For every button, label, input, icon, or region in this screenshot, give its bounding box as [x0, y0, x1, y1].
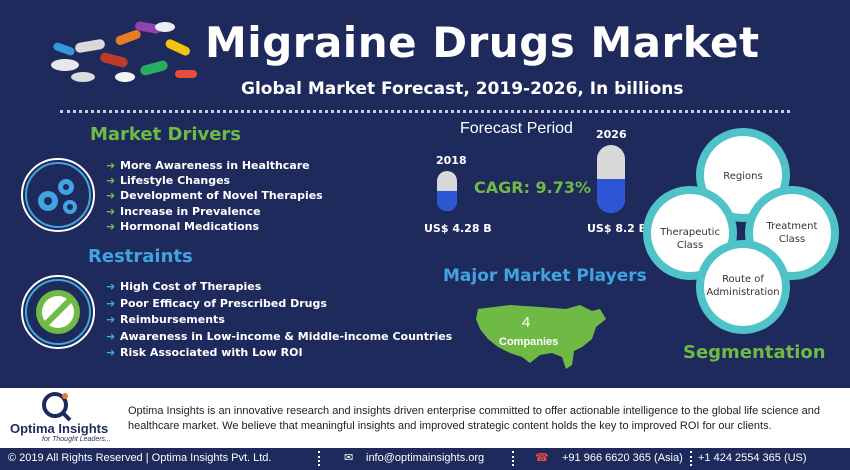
list-item: ➜ Lifestyle Changes	[106, 174, 231, 188]
list-item: ➜ Reimbursements	[106, 312, 452, 329]
drivers-list: ➜ More Awareness in Healthcare ➜ Lifestyle…	[106, 158, 323, 234]
players-heading: Major Market Players	[443, 266, 647, 286]
arrow-icon: ➜	[106, 313, 116, 326]
arrow-icon: ➜	[106, 296, 116, 310]
company-info	[0, 388, 850, 448]
pills-icon	[51, 21, 197, 82]
divider	[512, 451, 518, 466]
email-link[interactable]: info@optimainsights.org	[366, 452, 485, 464]
divider	[690, 451, 696, 466]
arrow-icon: ➜	[106, 204, 116, 218]
start-year: 2018	[436, 154, 467, 167]
arrow-icon: ➜	[106, 346, 116, 359]
page-subtitle: Global Market Forecast, 2019-2026, In bi…	[241, 79, 684, 99]
segment-circle	[696, 240, 790, 334]
gears-icon	[21, 158, 95, 232]
list-item: ➜ Risk Associated with Low ROI	[106, 345, 452, 362]
restraints-heading: Restraints	[88, 246, 193, 267]
logo-icon	[42, 392, 72, 422]
arrow-icon: ➜	[106, 189, 116, 203]
dotted-divider	[60, 110, 790, 113]
email-icon: ✉	[344, 452, 354, 464]
capsule-icon	[597, 145, 625, 213]
arrow-icon: ➜	[106, 159, 116, 172]
company-name: Optima Insights	[10, 421, 109, 436]
arrow-icon: ➜	[106, 174, 116, 188]
restraints-list: ➜ High Cost of Therapies ➜ Poor Efficacy o…	[106, 279, 452, 362]
segment-route: Route of Administration	[706, 274, 780, 298]
capsule-icon	[437, 171, 457, 211]
page-title: Migraine Drugs Market	[205, 18, 760, 67]
forecast-heading: Forecast Period	[460, 120, 573, 137]
phone-icon: ☎	[535, 452, 549, 464]
infographic-main: Migraine Drugs Market Global Market Fore…	[21, 18, 839, 369]
segment-treatment-class: Treatment Class	[766, 221, 818, 245]
list-item: ➜ Hormonal Medications	[106, 219, 260, 233]
arrow-icon: ➜	[106, 219, 116, 233]
company-about: Optima Insights is an innovative researc…	[128, 405, 820, 432]
no-entry-icon	[21, 275, 95, 349]
segment-regions: Regions	[723, 171, 763, 182]
cagr-value: CAGR: 9.73%	[474, 178, 592, 197]
end-year: 2026	[596, 128, 627, 141]
players-label: Companies	[499, 336, 559, 348]
start-value: US$ 4.28 B	[424, 222, 492, 235]
list-item: ➜ Awareness in Low-income & Middle-income…	[106, 329, 452, 346]
segment-therapeutic-class: Therapeutic Class	[660, 227, 720, 251]
usa-map-icon	[476, 305, 606, 369]
segmentation-diagram	[643, 128, 839, 334]
divider	[318, 451, 324, 466]
arrow-icon: ➜	[106, 280, 116, 293]
arrow-icon: ➜	[106, 329, 116, 343]
segmentation-heading: Segmentation	[683, 342, 826, 363]
list-item: ➜ High Cost of Therapies	[106, 279, 452, 296]
players-count: 4	[522, 314, 531, 331]
end-value: US$ 8.2 B	[587, 222, 648, 235]
list-item: ➜ Development of Novel Therapies	[106, 189, 323, 203]
copyright: © 2019 All Rights Reserved | Optima Insi…	[8, 452, 272, 464]
company-tagline: for Thought Leaders...	[42, 436, 111, 443]
phone-asia[interactable]: +91 966 6620 365 (Asia)	[562, 452, 683, 464]
list-item: ➜ More Awareness in Healthcare	[106, 159, 310, 172]
footer: © 2019 All Rights Reserved | Optima Insi…	[0, 448, 850, 470]
phone-us[interactable]: +1 424 2554 365 (US)	[698, 452, 807, 464]
drivers-heading: Market Drivers	[90, 124, 242, 145]
list-item: ➜ Increase in Prevalence	[106, 204, 261, 218]
list-item: ➜ Poor Efficacy of Prescribed Drugs	[106, 296, 452, 313]
